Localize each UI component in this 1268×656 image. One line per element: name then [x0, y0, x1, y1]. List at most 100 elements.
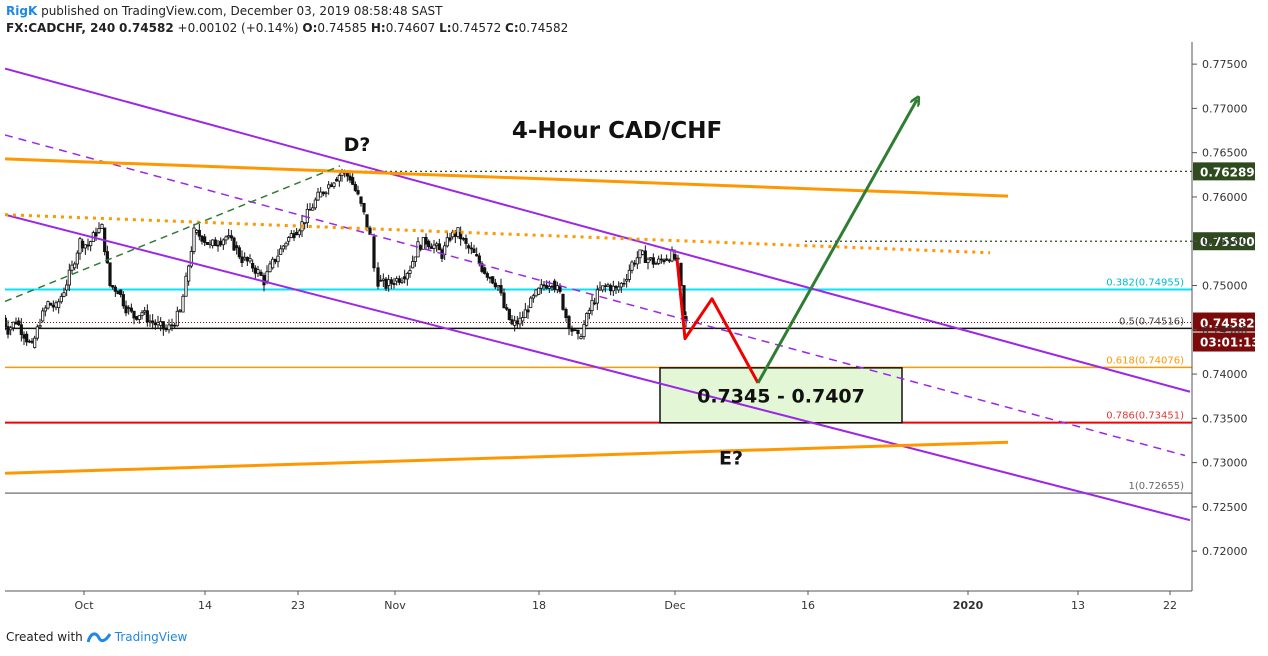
candle-body: [311, 207, 315, 211]
candle-body: [51, 304, 55, 308]
candle-body: [507, 308, 511, 321]
x-tick-label: Dec: [664, 599, 685, 612]
candle-body: [43, 307, 47, 312]
candle-body: [89, 241, 93, 247]
candle-body: [219, 240, 223, 246]
candle-body: [19, 324, 23, 335]
close-label: C:: [505, 21, 519, 35]
target-zone-label: 0.7345 - 0.7407: [697, 385, 865, 407]
x-tick-label: 22: [1163, 599, 1177, 612]
ab-dashed-line[interactable]: [5, 165, 341, 303]
candle-body: [529, 297, 533, 309]
candle-body: [27, 340, 31, 343]
channel-upper-line[interactable]: [5, 67, 1191, 393]
candle-body: [573, 329, 577, 331]
candle-body: [467, 245, 471, 249]
x-tick-label: 2020: [953, 599, 984, 612]
tradingview-logo-icon[interactable]: [86, 630, 111, 644]
candle-body: [657, 258, 661, 264]
candle-body: [614, 285, 618, 289]
projection-red-line[interactable]: [675, 258, 760, 384]
triangle-top-line[interactable]: [5, 157, 1009, 198]
candle-body: [57, 301, 61, 309]
candle-body: [279, 248, 283, 255]
tradingview-brand[interactable]: TradingView: [114, 630, 188, 644]
candle-body: [213, 239, 217, 247]
candle-body: [289, 233, 293, 238]
candle-body: [108, 262, 112, 286]
candle-body: [464, 238, 468, 244]
candle-body: [113, 286, 117, 292]
candle-body: [197, 229, 201, 237]
candle-body: [585, 313, 589, 326]
candle-body: [313, 199, 317, 209]
candle-body: [116, 290, 120, 295]
candle-body: [561, 293, 565, 310]
candle-body: [387, 279, 391, 286]
candle-body: [100, 224, 104, 229]
candle-body: [153, 322, 157, 326]
candle-body: [590, 300, 594, 311]
candle-body: [641, 250, 645, 255]
candle-body: [33, 337, 37, 348]
candle-body: [550, 285, 554, 288]
candle-body: [469, 247, 473, 250]
candle-body: [295, 231, 299, 236]
candle-body: [429, 246, 433, 249]
candle-body: [662, 259, 666, 263]
candle-body: [413, 256, 417, 262]
candle-body: [265, 271, 269, 282]
candle-body: [665, 258, 669, 261]
y-tick-label: 0.73000: [1202, 457, 1248, 470]
candle-body: [297, 230, 301, 236]
fib-level-label-2: 0.618(0.74076): [1106, 355, 1184, 366]
candle-body: [319, 191, 323, 198]
candle-body: [603, 285, 607, 287]
candle-body: [518, 317, 522, 325]
y-tick-label: 0.74000: [1202, 368, 1248, 381]
candle-body: [9, 327, 13, 331]
projection-green-line[interactable]: [756, 100, 917, 384]
low-value: 0.74572: [451, 21, 502, 35]
candle-body: [485, 273, 489, 278]
candle-body: [6, 326, 10, 335]
candle-body: [132, 310, 136, 319]
x-tick-label: 18: [532, 599, 546, 612]
channel-mid-line[interactable]: [5, 134, 1186, 457]
candle-body: [240, 256, 244, 263]
candle-body: [321, 191, 325, 195]
close-value: 0.74582: [518, 21, 569, 35]
candle-body: [622, 282, 626, 285]
candle-body: [30, 340, 34, 343]
candle-body: [531, 295, 535, 299]
publish-line: RigK published on TradingView.com, Decem…: [6, 4, 443, 18]
candle-body: [303, 222, 307, 224]
candle-body: [651, 257, 655, 265]
candle-body: [456, 227, 460, 237]
candle-body: [424, 237, 428, 245]
candle-body: [638, 249, 642, 259]
target-zone[interactable]: [659, 367, 903, 424]
candle-body: [127, 307, 131, 309]
candle-body: [140, 312, 144, 317]
channel-lower-line[interactable]: [5, 213, 1191, 522]
candle-body: [224, 236, 228, 241]
candle-body: [617, 286, 621, 291]
candle-body: [384, 278, 388, 289]
fib-level-label-3: 0.786(0.73451): [1106, 411, 1184, 422]
candle-body: [143, 310, 147, 313]
candle-body: [437, 243, 441, 251]
y-tick-label: 0.75000: [1202, 280, 1248, 293]
y-tick-label: 0.77000: [1202, 102, 1248, 115]
candle-body: [337, 175, 341, 182]
candle-body: [570, 328, 574, 332]
candle-body: [78, 238, 82, 254]
triangle-bottom-line[interactable]: [5, 440, 1009, 475]
author-name[interactable]: RigK: [6, 4, 38, 18]
candle-body: [359, 196, 363, 204]
candle-body: [598, 287, 602, 291]
low-label: L:: [439, 21, 452, 35]
candle-body: [324, 192, 328, 195]
candle-body: [221, 239, 225, 246]
